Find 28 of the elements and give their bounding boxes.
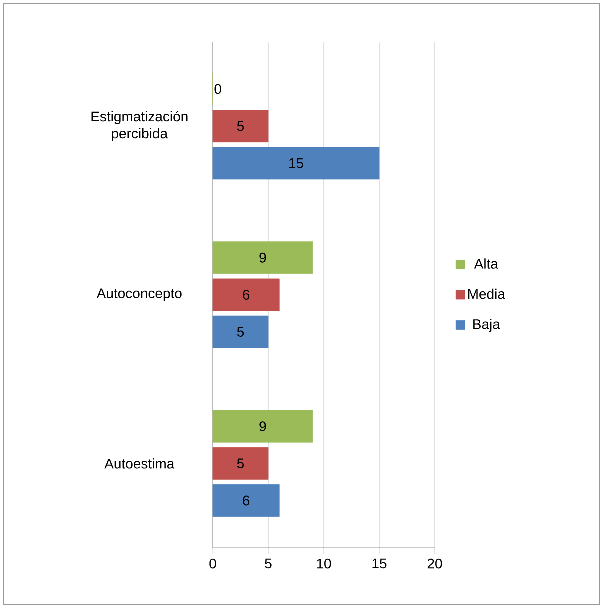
bar	[212, 447, 269, 480]
bar	[212, 110, 269, 143]
legend-label: Alta	[474, 258, 498, 269]
y-tick-label: Autoestima	[104, 458, 175, 469]
data-label: 15	[290, 158, 304, 168]
bar	[212, 147, 380, 180]
data-label: 0	[214, 84, 222, 94]
x-tick-label: 5	[265, 558, 272, 569]
x-tick-label: 15	[372, 558, 387, 569]
data-label: 6	[243, 496, 250, 506]
data-label: 9	[260, 422, 266, 432]
x-tick-label: 20	[428, 558, 442, 569]
data-label: 5	[237, 458, 244, 469]
legend-label: Baja	[474, 319, 500, 332]
data-label: 5	[237, 121, 244, 132]
y-tick-label: Autoconcepto	[96, 288, 182, 302]
bar	[212, 410, 314, 443]
legend-label: Media	[468, 288, 506, 300]
x-tick-label: 0	[210, 558, 216, 569]
x-tick-label: 10	[317, 558, 332, 569]
bar	[212, 316, 269, 348]
bar	[212, 484, 280, 517]
y-tick-label: Estigmatización percibida	[92, 111, 188, 142]
data-label: 5	[237, 327, 244, 337]
data-label: 9	[260, 252, 266, 263]
data-label: 6	[243, 290, 250, 300]
bar	[212, 242, 314, 274]
bar	[212, 278, 280, 312]
